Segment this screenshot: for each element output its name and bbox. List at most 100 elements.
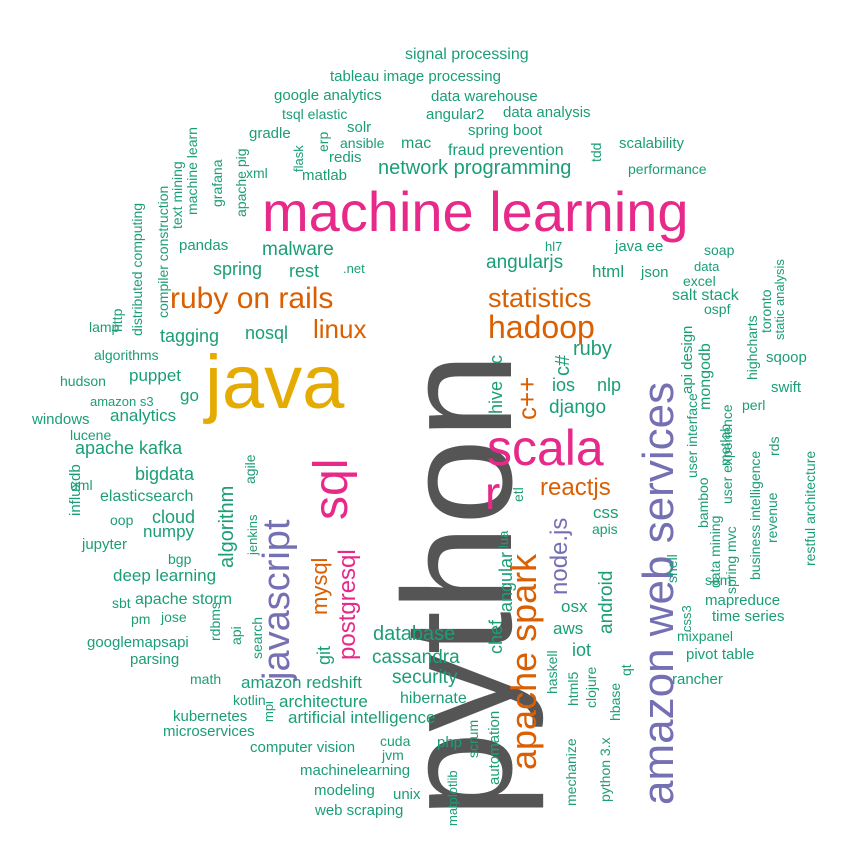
word-hudson: hudson [60, 373, 106, 389]
word-excel: excel [683, 273, 716, 289]
word-sem: sem [705, 572, 732, 588]
word-analytics: analytics [110, 406, 177, 425]
word-nlp: nlp [597, 375, 622, 395]
word-algorithms: algorithms [94, 347, 159, 363]
word-erp: erp [315, 131, 331, 152]
word-spring: spring [213, 259, 263, 279]
word-python-3-x: python 3.x [597, 737, 613, 802]
word-etl: etl [510, 487, 526, 502]
word-statistics: statistics [488, 283, 592, 313]
word-hbase: hbase [607, 682, 623, 721]
word-scala: scala [487, 420, 604, 476]
word-jvm: jvm [382, 747, 404, 763]
word-automation: automation [486, 710, 503, 785]
word-jupyter: jupyter [82, 536, 128, 553]
word-tsql-elastic: tsql elastic [282, 106, 348, 122]
word-network-programming: network programming [378, 157, 572, 179]
word-apache-pig: apache pig [233, 148, 249, 217]
word-osx: osx [561, 597, 588, 616]
word-rdbms: rdbms [207, 602, 223, 641]
word-sbt: sbt [112, 595, 131, 611]
word-modeling: modeling [314, 782, 375, 799]
word-c: c++ [512, 376, 542, 420]
word-amazon-web-services: amazon web services [634, 381, 683, 805]
word-kubernetes: kubernetes [173, 708, 248, 725]
word-git: git [314, 645, 334, 665]
word-influxdb: influxdb [67, 464, 84, 516]
word-algorithm: algorithm [216, 485, 238, 568]
word-performance: performance [628, 161, 707, 177]
word-soap: soap [704, 242, 735, 258]
word-malware: malware [262, 239, 334, 260]
word-user-experience: user experience [719, 404, 735, 504]
word-linux: linux [313, 314, 367, 344]
word-xml: xml [246, 165, 268, 181]
word-data-analysis: data analysis [503, 104, 591, 121]
word-nosql: nosql [245, 323, 289, 343]
word-mac: mac [401, 135, 432, 152]
word-puppet: puppet [129, 366, 181, 385]
word-apache-storm: apache storm [135, 591, 232, 608]
word-time-series: time series [712, 608, 785, 625]
word-perl: perl [742, 397, 766, 413]
word-fraud-prevention: fraud prevention [448, 142, 564, 159]
word-pm: pm [131, 611, 151, 627]
word-sqoop: sqoop [766, 349, 807, 366]
word-lua: lua [496, 530, 511, 548]
word-kotlin: kotlin [233, 692, 266, 708]
word-data: data [694, 259, 720, 274]
word-jenkins: jenkins [245, 514, 260, 555]
word-tableau-image-processing: tableau image processing [330, 68, 501, 85]
word-restful-architecture: restful architecture [802, 450, 818, 566]
word-cuda: cuda [380, 733, 411, 749]
word-haskell: haskell [544, 650, 560, 694]
word-mapreduce: mapreduce [705, 592, 781, 609]
word-matplotlib: matplotlib [445, 770, 460, 826]
word-mixpanel: mixpanel [677, 628, 734, 644]
word-microservices: microservices [163, 723, 255, 740]
word-machine-learn: machine learn [184, 127, 200, 215]
word-flask: flask [291, 145, 306, 172]
word-css: css [593, 503, 619, 522]
word-solr: solr [347, 119, 372, 136]
word-security: security [392, 667, 458, 688]
word-html5: html5 [565, 671, 581, 706]
word-database: database [373, 623, 456, 645]
word-java-ee: java ee [615, 238, 664, 255]
word-ruby-on-rails: ruby on rails [170, 282, 334, 315]
word-api-design: api design [679, 325, 696, 394]
word-hibernate: hibernate [400, 690, 467, 707]
word-machinelearning: machinelearning [300, 762, 411, 779]
word-angular2: angular2 [426, 106, 485, 123]
word-tdd: tdd [588, 142, 604, 162]
word-amazon-redshift: amazon redshift [241, 673, 362, 692]
word-qt: qt [618, 664, 634, 676]
word-hl7: hl7 [545, 239, 563, 254]
word-highcharts: highcharts [744, 315, 760, 380]
word-apache-kafka: apache kafka [75, 438, 183, 458]
word-math: math [190, 671, 222, 687]
word-ruby: ruby [573, 338, 612, 360]
word-sql: sql [305, 458, 358, 520]
word-ios: ios [552, 375, 576, 395]
word-parsing: parsing [130, 651, 180, 668]
word-signal-processing: signal processing [405, 46, 529, 63]
word-android: android [596, 570, 617, 634]
word-angularjs: angularjs [486, 252, 564, 273]
word-node-js: node.js [546, 517, 573, 595]
word-artificial-intelligence: artificial intelligence [288, 708, 436, 727]
word-hadoop: hadoop [488, 309, 595, 345]
word-windows: windows [32, 411, 90, 428]
word-architecture: architecture [279, 692, 368, 711]
word-data-warehouse: data warehouse [431, 88, 538, 105]
word-shell: shell [664, 554, 680, 583]
word-mpi: mpi [261, 701, 276, 722]
word-toronto: toronto [758, 289, 774, 333]
word-java: java [205, 340, 345, 425]
word-distributed-computing: distributed computing [129, 202, 145, 336]
word-text-mining: text mining [169, 161, 185, 229]
word-chef: chef [486, 619, 506, 654]
word-gradle: gradle [249, 125, 291, 142]
word-ospf: ospf [704, 301, 731, 317]
word-bigdata: bigdata [135, 464, 195, 484]
